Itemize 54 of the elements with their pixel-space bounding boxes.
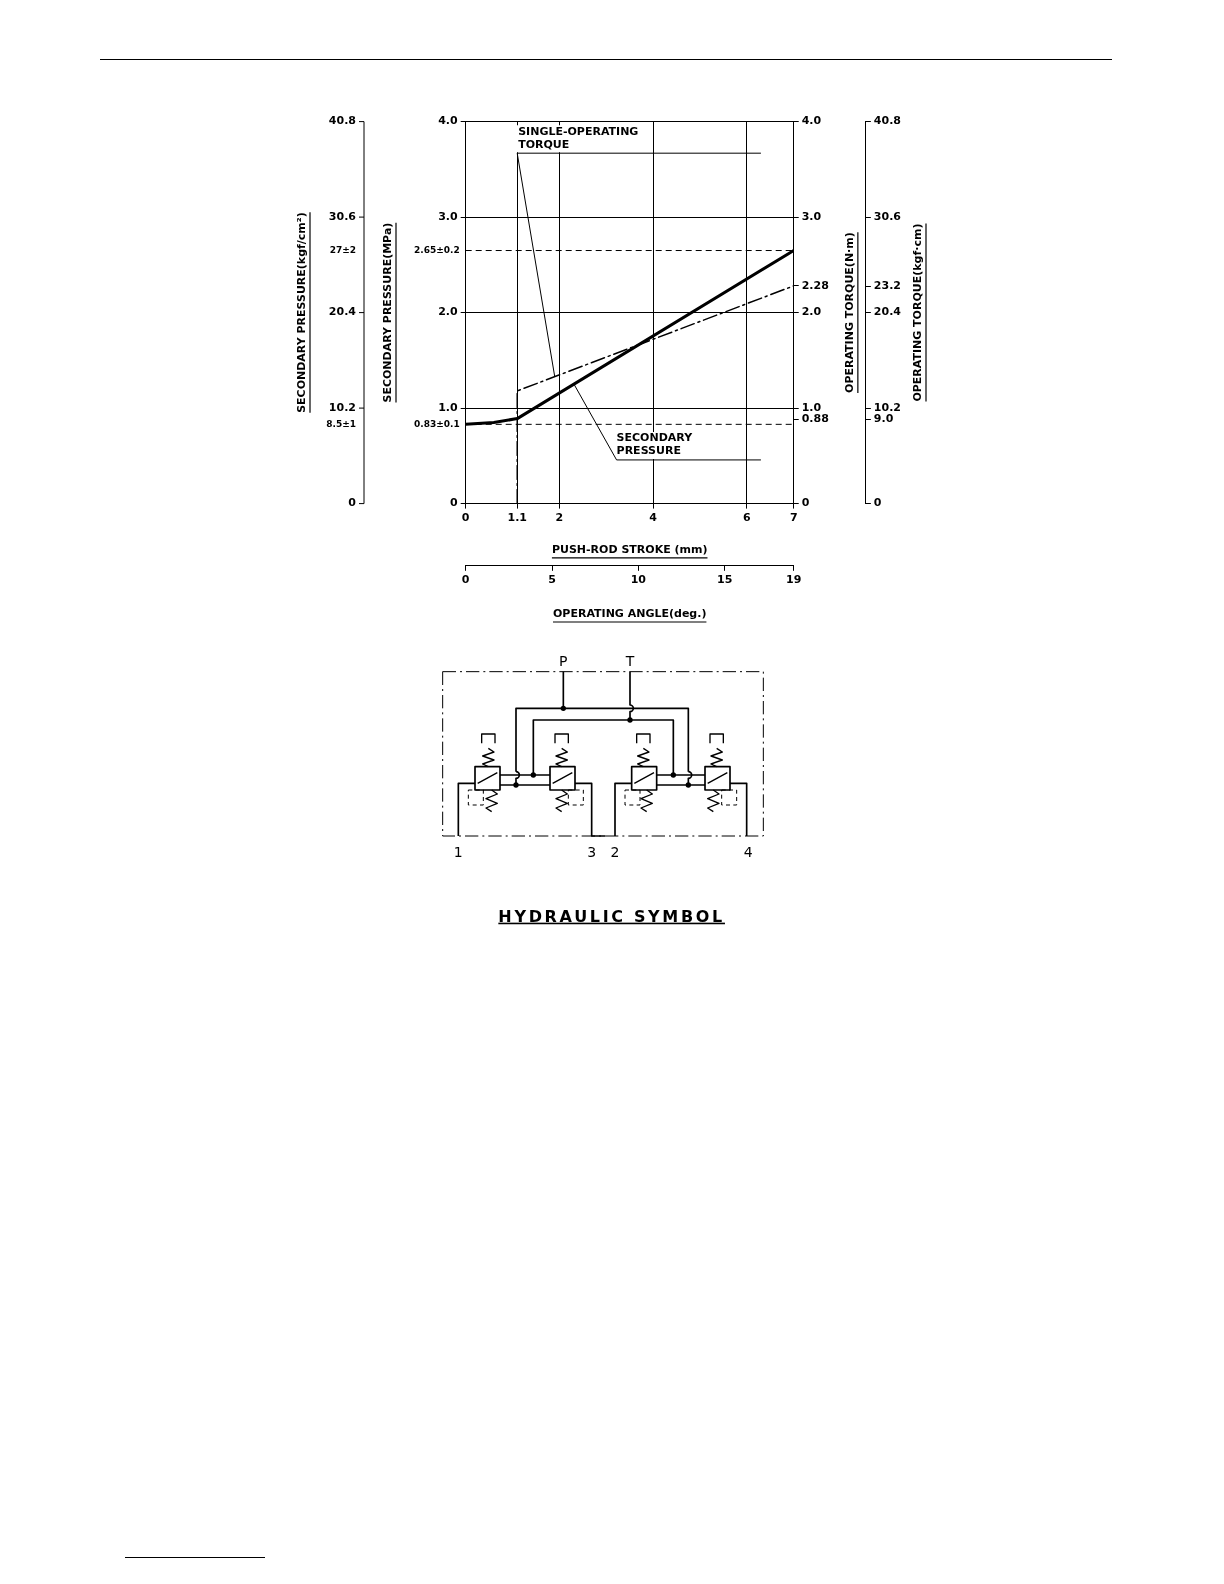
text: 0 — [348, 496, 357, 510]
y-axis-title: SECONDARY PRESSURE(MPa) — [380, 222, 394, 403]
y3-tick-label: 9.0 — [873, 412, 894, 426]
x-tick-label: 2 — [555, 511, 564, 525]
text: 3 — [587, 843, 597, 860]
x2-tick-label: 0 — [461, 573, 470, 587]
y-tick-label: 2.0 — [438, 305, 459, 319]
y3-tick-label: 30.6 — [873, 209, 902, 223]
y-tick-label: 1.0 — [438, 400, 459, 414]
text: HYDRAULIC SYMBOL — [498, 906, 725, 926]
text: 30.6 — [328, 209, 357, 223]
text: 8.5±1 — [326, 418, 356, 429]
y2-tick-label: 0.88 — [801, 412, 829, 426]
y3-axis-title: OPERATING TORQUE(kgf·cm) — [910, 223, 924, 402]
x-tick-label: 1.1 — [507, 511, 527, 525]
y3-tick-label: 0 — [873, 496, 882, 510]
text: 4 — [743, 843, 753, 860]
x2-tick-label: 10 — [630, 573, 647, 587]
annotation: SINGLE-OPERATING TORQUE — [518, 124, 639, 151]
y2-tick-label: 1.0 — [801, 400, 822, 414]
text: 2 — [610, 843, 620, 860]
y2-tick-label: 2.28 — [801, 278, 829, 292]
y-tick-label: 3.0 — [438, 209, 459, 223]
y2-tick-label: 3.0 — [801, 209, 822, 223]
x-tick-label: 7 — [789, 511, 798, 525]
text: P — [559, 653, 568, 669]
text: 27±2 — [329, 244, 356, 255]
y3-tick-label: 23.2 — [873, 279, 901, 293]
x-tick-label: 6 — [743, 511, 752, 525]
text: 1 — [453, 843, 463, 860]
text: SECONDARY PRESSURE(kgf/cm²) — [294, 212, 308, 413]
ref-line-label: 0.83±0.1 — [413, 418, 460, 429]
x2-axis-title: OPERATING ANGLE(deg.) — [552, 606, 707, 620]
text: T — [624, 653, 635, 669]
x-tick-label: 4 — [649, 511, 658, 525]
y3-tick-label: 20.4 — [873, 305, 902, 319]
annotation: SECONDARY PRESSURE — [616, 431, 694, 458]
y2-tick-label: 2.0 — [801, 305, 822, 319]
y3-tick-label: 40.8 — [873, 114, 901, 128]
y-tick-label: 0 — [450, 496, 459, 510]
text: 10.2 — [328, 400, 356, 414]
text: 20.4 — [328, 305, 357, 319]
y-tick-label: 4.0 — [438, 114, 459, 128]
x2-tick-label: 19 — [786, 573, 802, 587]
x-axis-title: PUSH-ROD STROKE (mm) — [551, 542, 708, 556]
y2-axis-title: OPERATING TORQUE(N·m) — [842, 232, 856, 393]
x-tick-label: 0 — [461, 511, 470, 525]
x2-tick-label: 5 — [548, 573, 556, 587]
y2-tick-label: 4.0 — [801, 114, 822, 128]
text: 40.8 — [328, 114, 356, 128]
ref-line-label: 2.65±0.2 — [413, 244, 460, 255]
y2-tick-label: 0 — [801, 496, 810, 510]
y3-tick-label: 10.2 — [873, 400, 901, 414]
x2-tick-label: 15 — [717, 573, 733, 587]
